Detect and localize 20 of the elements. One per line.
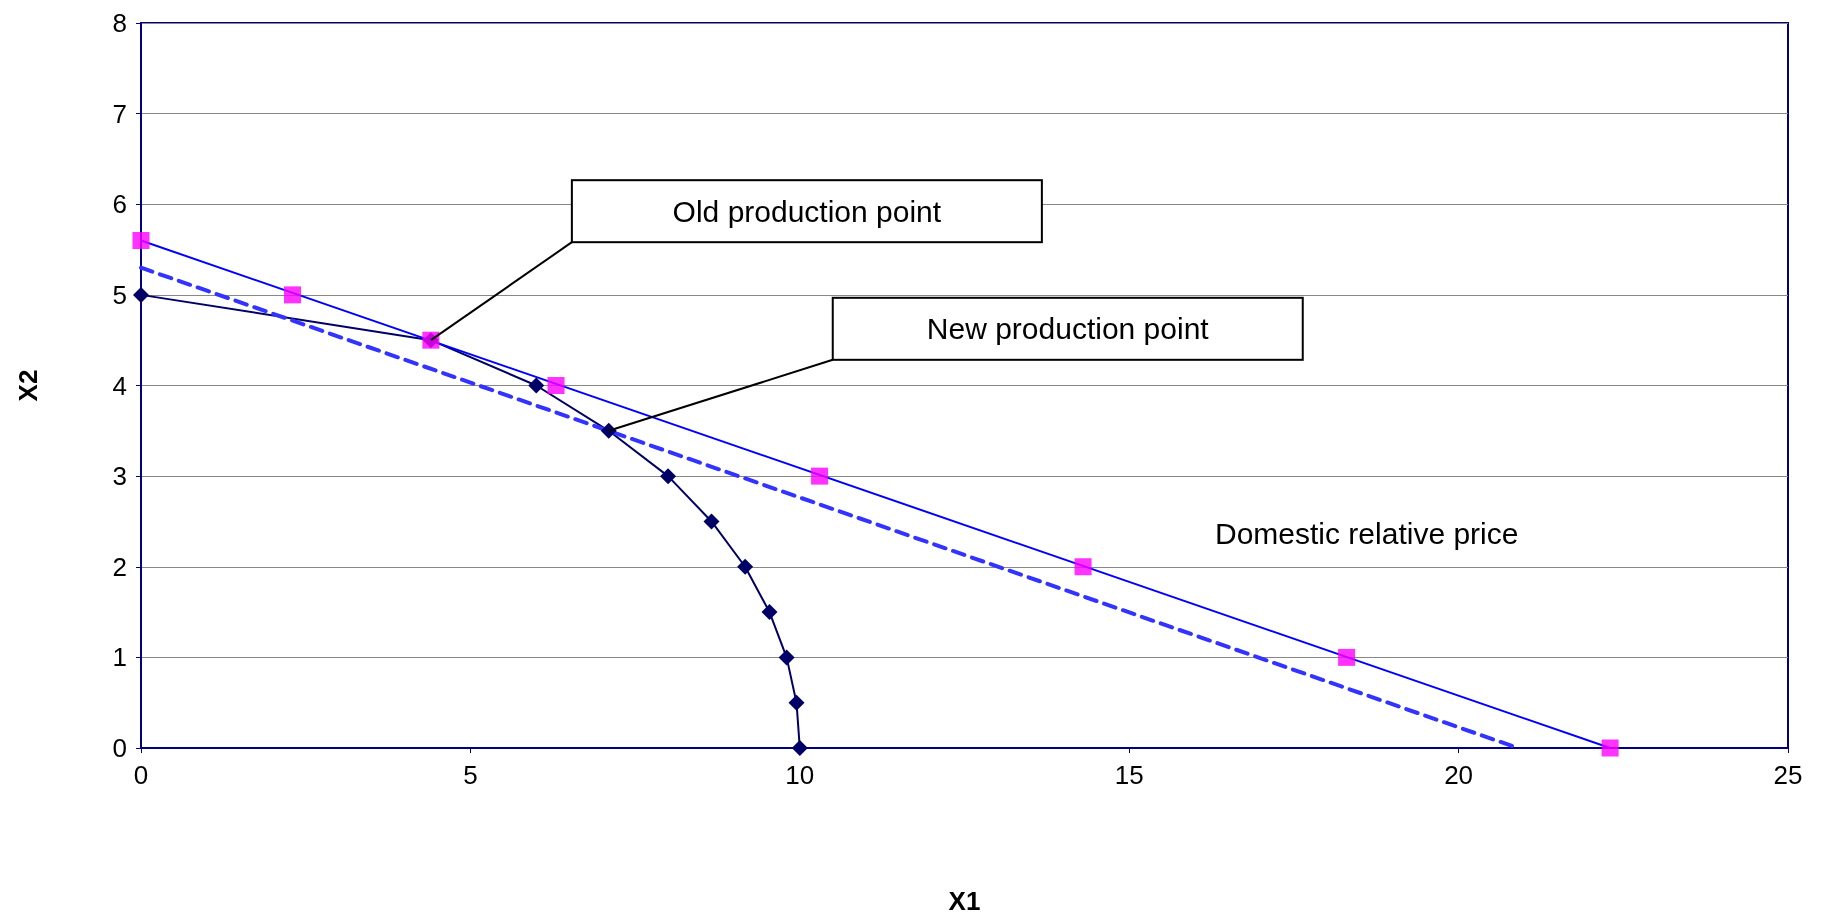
annotation: Domestic relative price [1215, 516, 1519, 550]
y-axis-title: X2 [13, 369, 43, 402]
y-tick-label: 1 [112, 642, 127, 673]
y-tick-label: 3 [112, 461, 127, 492]
y-tick-label: 0 [112, 733, 127, 763]
y-tick-label: 4 [112, 370, 127, 401]
x-tick-label: 10 [785, 760, 815, 790]
x-tick-label: 20 [1444, 760, 1474, 790]
x-tick-label: 0 [133, 760, 149, 790]
annotation: New production point [926, 312, 1210, 346]
x-axis-title: X1 [948, 886, 981, 916]
x-tick-label: 25 [1773, 760, 1803, 790]
y-tick-label: 8 [112, 8, 127, 38]
y-tick-label: 5 [112, 279, 127, 310]
x-tick-label: 5 [463, 760, 478, 790]
annotation: Old production point [672, 194, 942, 228]
y-tick-label: 2 [112, 551, 127, 582]
x-tick-label: 15 [1114, 760, 1144, 790]
y-tick-label: 6 [112, 189, 127, 220]
y-tick-label: 7 [112, 98, 127, 129]
